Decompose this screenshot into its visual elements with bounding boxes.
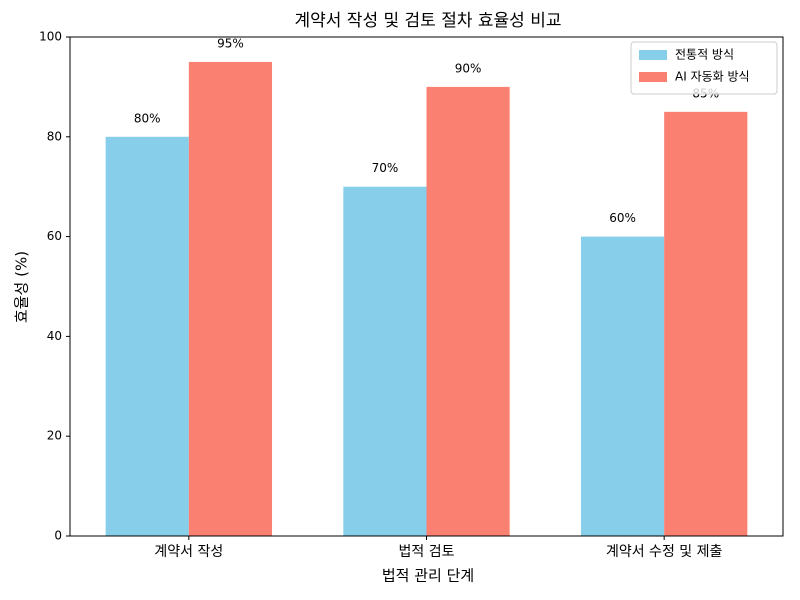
legend-label: 전통적 방식 <box>675 48 734 62</box>
y-tick-label: 20 <box>47 429 62 443</box>
y-tick-label: 100 <box>39 30 62 44</box>
value-label: 80% <box>134 111 161 125</box>
y-tick-label: 60 <box>47 229 62 243</box>
bar <box>343 186 427 536</box>
bar <box>105 136 189 537</box>
x-tick-label: 법적 검토 <box>399 544 455 560</box>
legend-swatch <box>639 50 667 60</box>
bar <box>188 61 273 536</box>
legend-box <box>630 41 778 95</box>
value-label: 95% <box>217 36 244 50</box>
value-label: 60% <box>609 211 636 225</box>
y-tick-label: 80 <box>47 129 62 143</box>
bar <box>426 86 510 537</box>
bar <box>664 111 748 536</box>
y-axis-label: 효율성 (%) <box>13 251 31 323</box>
legend-label: AI 자동화 방식 <box>675 70 750 84</box>
plot-frame <box>69 36 784 537</box>
legend-swatch <box>639 72 667 82</box>
value-label: 70% <box>372 161 399 175</box>
value-label: 90% <box>455 61 482 75</box>
x-tick-label: 계약서 수정 및 제출 <box>606 544 723 560</box>
y-tick-label: 0 <box>54 529 62 543</box>
bar <box>580 236 665 536</box>
y-tick-label: 40 <box>47 329 62 343</box>
x-axis-label: 법적 관리 단계 <box>382 567 474 585</box>
chart-title: 계약서 작성 및 검토 절차 효율성 비교 <box>294 11 561 31</box>
x-tick-label: 계약서 작성 <box>154 544 223 560</box>
